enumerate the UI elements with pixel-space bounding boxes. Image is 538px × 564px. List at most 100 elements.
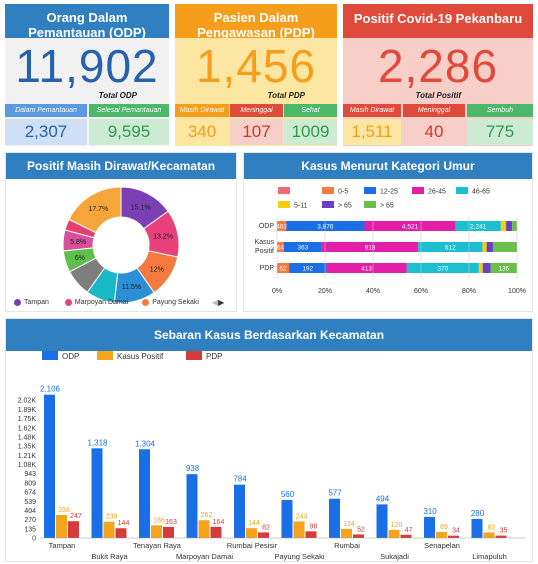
donut-slice (68, 186, 122, 234)
positif-sub3-label: Sembuh (467, 104, 533, 117)
district-bar-label: 784 (233, 475, 247, 484)
district-bar (341, 528, 352, 538)
district-bar (198, 520, 210, 538)
age-bar-segment (326, 263, 407, 273)
age-bar-label: 2,241 (470, 224, 487, 231)
district-bar (91, 448, 103, 538)
district-y-tick: 809 (24, 480, 36, 487)
legend-item-payung-sekaki[interactable]: Payung Sekaki (142, 299, 199, 306)
positif-sub3-value: 775 (467, 119, 533, 145)
district-legend-swatch (186, 351, 202, 360)
district-bar-label: 494 (376, 494, 390, 503)
age-bar-label: 370 (437, 266, 448, 273)
district-y-tick: 674 (24, 490, 36, 497)
odp-sub1-label: Dalam Pemantauan (5, 104, 87, 117)
district-bar-label: 35 (500, 528, 508, 535)
district-bar-label: 144 (118, 520, 130, 527)
district-category-label: Rumbai Pesisir (227, 541, 278, 550)
district-bar-label: 52 (357, 526, 365, 533)
district-bar (44, 394, 55, 538)
district-bar (56, 514, 67, 538)
age-category-label: PDP (260, 265, 275, 272)
age-x-tick: 100% (508, 288, 526, 295)
district-y-tick: 270 (24, 517, 36, 524)
positif-sub2-label: Meninggal (403, 104, 465, 117)
age-bar-segment (455, 221, 501, 231)
district-legend-swatch (97, 351, 113, 360)
district-bar-label: 134 (343, 521, 355, 528)
district-bar (103, 521, 115, 538)
district-bar (376, 504, 388, 538)
age-bar-label: 918 (365, 245, 376, 252)
district-bar-label: 244 (296, 513, 308, 520)
odp-sub2-label: Selesai Pemantauan (89, 104, 169, 117)
donut-chart: 15.1% 13.2% 12% 11.5% 6% 5.8% 17.7% (62, 186, 180, 304)
district-chart: ODP Kasus Positif PDP 0 135 270 404 539 674 809 94… (18, 351, 526, 561)
district-category-label: Tenayan Raya (133, 541, 182, 550)
positif-card: Positif Covid-19 Pekanbaru 2,286 Total P… (343, 4, 533, 146)
age-bar-segment (506, 221, 513, 231)
odp-sub1-value: 2,307 (5, 119, 87, 145)
age-bar-segment (418, 242, 483, 252)
district-y-tick: 1.62K (18, 425, 37, 432)
pdp-card: Pasien Dalam Pengawasan (PDP) 1,456 Tota… (175, 4, 337, 146)
age-legend-swatch (412, 187, 424, 194)
district-bar-label: 144 (248, 520, 260, 527)
odp-total-label: Total ODP (98, 91, 137, 100)
district-bar-label: 560 (281, 490, 295, 499)
district-bar-label: 1,304 (135, 439, 156, 448)
pdp-sub1-value: 340 (175, 119, 229, 145)
pdp-sub2-label: Meninggal (230, 104, 283, 117)
district-category-label: Sukajadi (380, 552, 409, 561)
age-bar-segment (490, 263, 517, 273)
district-bar (329, 498, 340, 538)
district-bar (281, 499, 293, 538)
legend-dot-icon (14, 299, 21, 306)
district-bar (139, 449, 150, 538)
legend-label: Payung Sekaki (152, 299, 199, 306)
age-bar-segment (482, 242, 487, 252)
age-chart: 0-5 12-25 26-45 46-65 5-11 > 65 > 65 ODP 463 3,87… (255, 187, 526, 295)
district-bar (151, 525, 162, 538)
district-y-tick: 2.02K (18, 398, 37, 405)
pdp-total-label: Total PDP (267, 91, 305, 100)
district-bar-label: 338 (58, 507, 70, 514)
district-bar-label: 280 (471, 509, 485, 518)
district-bar (305, 531, 317, 538)
district-bar-label: 2,106 (40, 385, 61, 394)
district-bar (186, 474, 198, 538)
district-y-tick: 0 (32, 536, 36, 543)
donut-slice-label: 15.1% (131, 204, 151, 211)
odp-card: Orang Dalam Pemantauan (ODP) 11,902 Tota… (5, 4, 169, 146)
legend-label: Marpoyan Damai (74, 299, 129, 306)
donut-slice-label: 17.7% (88, 206, 108, 213)
legend-item-marpoyan-damai[interactable]: Marpoyan Damai (64, 299, 129, 306)
legend-item-tampan[interactable]: Tampan (14, 299, 49, 306)
pager-prev-icon[interactable]: ◀ (212, 298, 219, 307)
district-category-label: Payung Sekaki (274, 552, 324, 561)
pager-next-icon[interactable]: ▶ (218, 298, 225, 307)
age-legend-label: 0-5 (338, 189, 348, 196)
age-legend-label: 12-25 (380, 189, 398, 196)
age-bar-label: 413 (361, 266, 372, 273)
age-bar-label: 192 (302, 266, 313, 273)
district-bar-label: 82 (488, 524, 496, 531)
positif-sub1-label: Masih Dirawat (343, 104, 401, 117)
district-bar-label: 82 (262, 524, 270, 531)
district-legend-swatch (42, 351, 58, 360)
district-panel: Sebaran Kasus Berdasarkan Kecamatan ODP K… (5, 318, 533, 562)
district-bar (246, 528, 257, 538)
age-bar-label: 64 (277, 245, 285, 252)
age-bar-segment (283, 242, 322, 252)
age-bar-segment (512, 221, 517, 231)
district-category-label: Rumbai (334, 541, 360, 550)
donut-slice-label: 5.8% (70, 239, 86, 246)
district-bar (234, 484, 245, 538)
age-bar-label: 136 (498, 266, 509, 273)
district-bar-label: 262 (201, 512, 213, 519)
district-bar (353, 534, 364, 538)
age-bar-label: 62 (279, 266, 287, 273)
age-bar-segment (277, 221, 287, 231)
age-bar-segment (492, 242, 517, 252)
district-bar-label: 239 (106, 514, 118, 521)
